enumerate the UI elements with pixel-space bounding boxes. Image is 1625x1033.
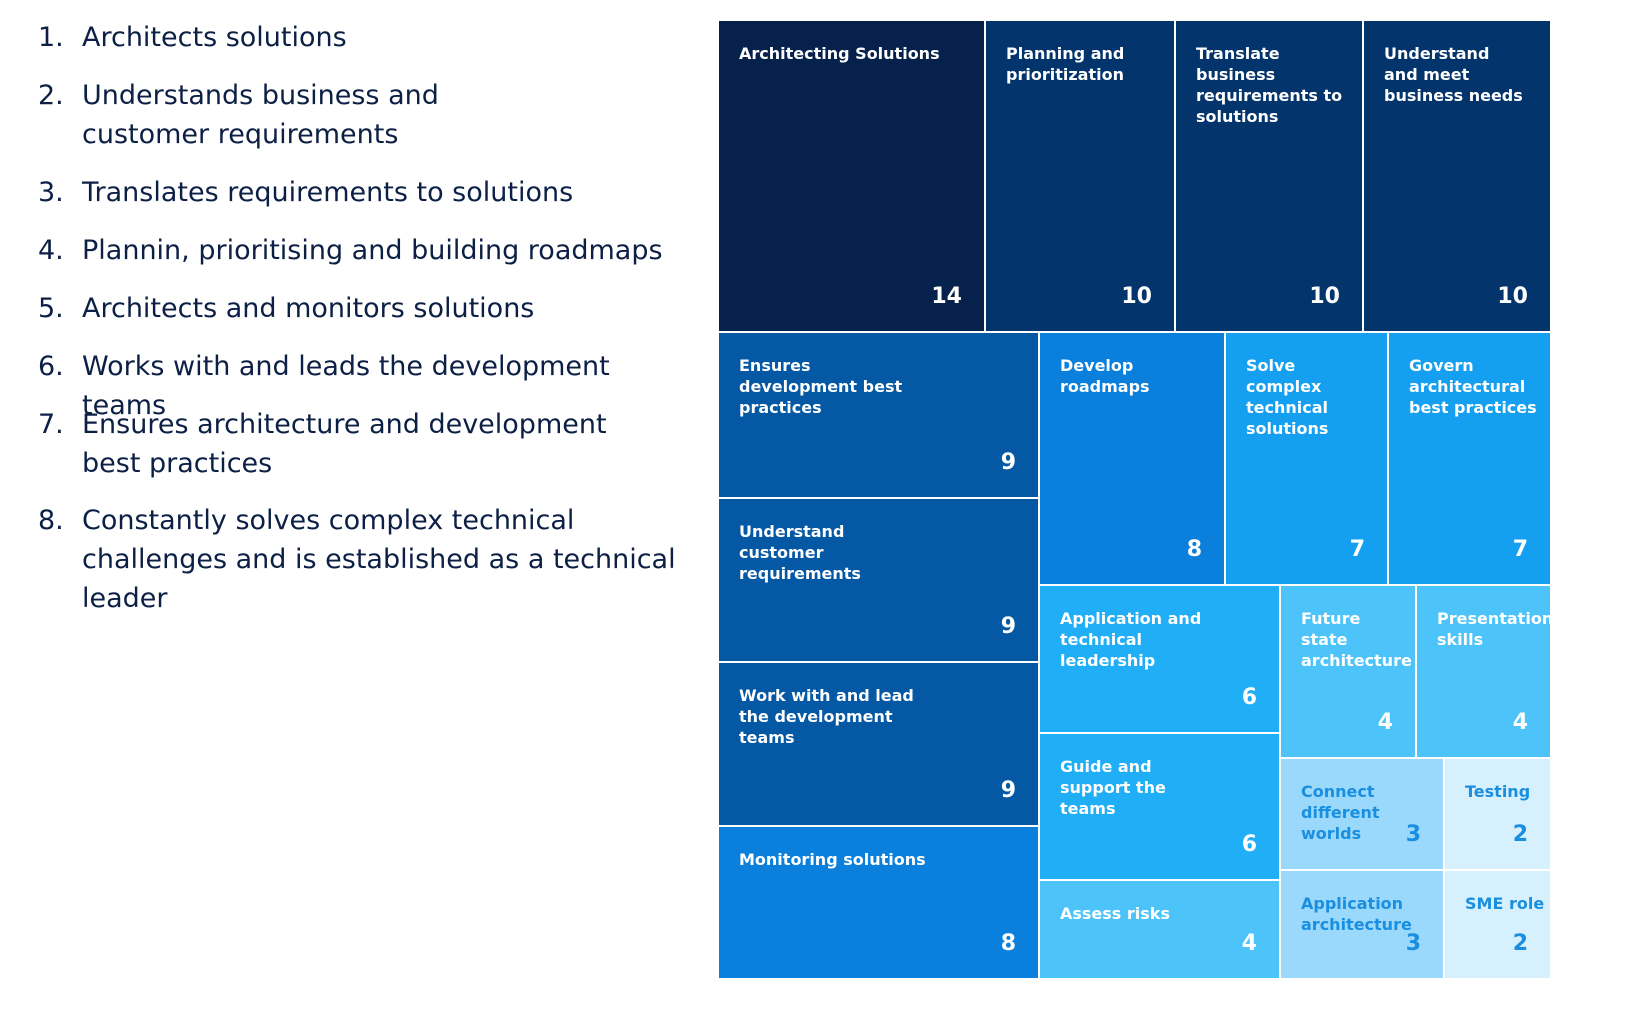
item-text: Translates requirements to solutions bbox=[82, 177, 574, 208]
tile-label: Monitoring solutions bbox=[739, 850, 926, 869]
item-text: Plannin, prioritising and building roadm… bbox=[82, 235, 663, 266]
tile-value: 9 bbox=[1000, 450, 1016, 475]
item-text: Understands business and customer requir… bbox=[82, 80, 439, 150]
tile-value: 6 bbox=[1241, 685, 1257, 710]
item-number: 2. bbox=[38, 80, 64, 111]
tile-label: Testing bbox=[1465, 782, 1531, 801]
tile-value: 10 bbox=[1121, 284, 1152, 309]
tile-value: 4 bbox=[1241, 931, 1257, 956]
treemap-tile: Application and technical leadership 6 bbox=[1039, 585, 1280, 733]
item-number: 7. bbox=[38, 409, 64, 440]
tile-label: Translate business requirements to solut… bbox=[1196, 44, 1343, 126]
tile-label: Application architecture bbox=[1301, 894, 1412, 934]
item-text: Architects and monitors solutions bbox=[82, 293, 535, 324]
tile-label: SME role bbox=[1465, 894, 1545, 913]
treemap-tile: Planning and prioritization 10 bbox=[985, 20, 1175, 332]
tile-value: 9 bbox=[1000, 778, 1016, 803]
item-text: Works with and leads the development tea… bbox=[82, 351, 610, 421]
tile-label: Understand and meet business needs bbox=[1384, 44, 1523, 105]
tile-value: 10 bbox=[1497, 284, 1528, 309]
tile-value: 4 bbox=[1377, 710, 1393, 735]
treemap-tile: Govern architectural best practices 7 bbox=[1388, 332, 1551, 585]
treemap-tile: Solve complex technical solutions 7 bbox=[1225, 332, 1388, 585]
tile-label: Solve complex technical solutions bbox=[1246, 356, 1329, 438]
tile-value: 9 bbox=[1000, 614, 1016, 639]
tile-label: Govern architectural best practices bbox=[1409, 356, 1537, 417]
treemap-tile: Understand customer requirements 9 bbox=[718, 498, 1039, 662]
tile-label: Presentation skills bbox=[1437, 609, 1554, 649]
treemap-tile: Assess risks 4 bbox=[1039, 880, 1280, 979]
treemap-tile: SME role 2 bbox=[1444, 870, 1551, 979]
item-text: Architects solutions bbox=[82, 22, 347, 53]
treemap-tile: Application architecture 3 bbox=[1280, 870, 1444, 979]
item-text: Constantly solves complex technical chal… bbox=[82, 505, 676, 614]
treemap-tile: Understand and meet business needs 10 bbox=[1363, 20, 1551, 332]
tile-label: Develop roadmaps bbox=[1060, 356, 1150, 396]
tile-label: Architecting Solutions bbox=[739, 44, 940, 63]
item-number: 6. bbox=[38, 351, 64, 382]
treemap-tile: Guide and support the teams 6 bbox=[1039, 733, 1280, 880]
treemap-tile: Monitoring solutions 8 bbox=[718, 826, 1039, 979]
treemap-tile: Develop roadmaps 8 bbox=[1039, 332, 1225, 585]
item-number: 3. bbox=[38, 177, 64, 208]
tile-value: 8 bbox=[1000, 931, 1016, 956]
treemap-tile: Presentation skills 4 bbox=[1416, 585, 1554, 758]
tile-value: 10 bbox=[1309, 284, 1340, 309]
item-number: 5. bbox=[38, 293, 64, 324]
treemap-tile: Future state architecture 4 bbox=[1280, 585, 1416, 758]
tile-label: Understand customer requirements bbox=[739, 522, 861, 583]
treemap-tile: Connect different worlds 3 bbox=[1280, 758, 1444, 870]
tile-value: 2 bbox=[1512, 931, 1528, 956]
tile-label: Work with and lead the development teams bbox=[739, 686, 914, 747]
treemap-tile: Architecting Solutions 14 bbox=[718, 20, 985, 332]
treemap-tile: Ensures development best practices 9 bbox=[718, 332, 1039, 498]
item-number: 4. bbox=[38, 235, 64, 266]
tile-value: 8 bbox=[1186, 537, 1202, 562]
tile-label: Future state architecture bbox=[1301, 609, 1412, 670]
treemap-tile: Translate business requirements to solut… bbox=[1175, 20, 1363, 332]
tile-value: 4 bbox=[1512, 710, 1528, 735]
item-number: 1. bbox=[38, 22, 64, 53]
tile-label: Connect different worlds bbox=[1301, 782, 1380, 843]
tile-label: Assess risks bbox=[1060, 904, 1170, 923]
treemap-tile: Work with and lead the development teams… bbox=[718, 662, 1039, 826]
tile-value: 7 bbox=[1349, 537, 1365, 562]
item-text: Ensures architecture and development bes… bbox=[82, 409, 607, 479]
tile-value: 7 bbox=[1512, 537, 1528, 562]
item-number: 8. bbox=[38, 505, 64, 536]
tile-value: 14 bbox=[931, 284, 962, 309]
tile-value: 6 bbox=[1241, 832, 1257, 857]
tile-value: 3 bbox=[1405, 822, 1421, 847]
tile-label: Ensures development best practices bbox=[739, 356, 903, 417]
tile-label: Planning and prioritization bbox=[1006, 44, 1125, 84]
tile-value: 3 bbox=[1405, 931, 1421, 956]
tile-label: Application and technical leadership bbox=[1060, 609, 1202, 670]
tile-value: 2 bbox=[1512, 822, 1528, 847]
treemap-tile: Testing 2 bbox=[1444, 758, 1551, 870]
tile-label: Guide and support the teams bbox=[1060, 757, 1166, 818]
